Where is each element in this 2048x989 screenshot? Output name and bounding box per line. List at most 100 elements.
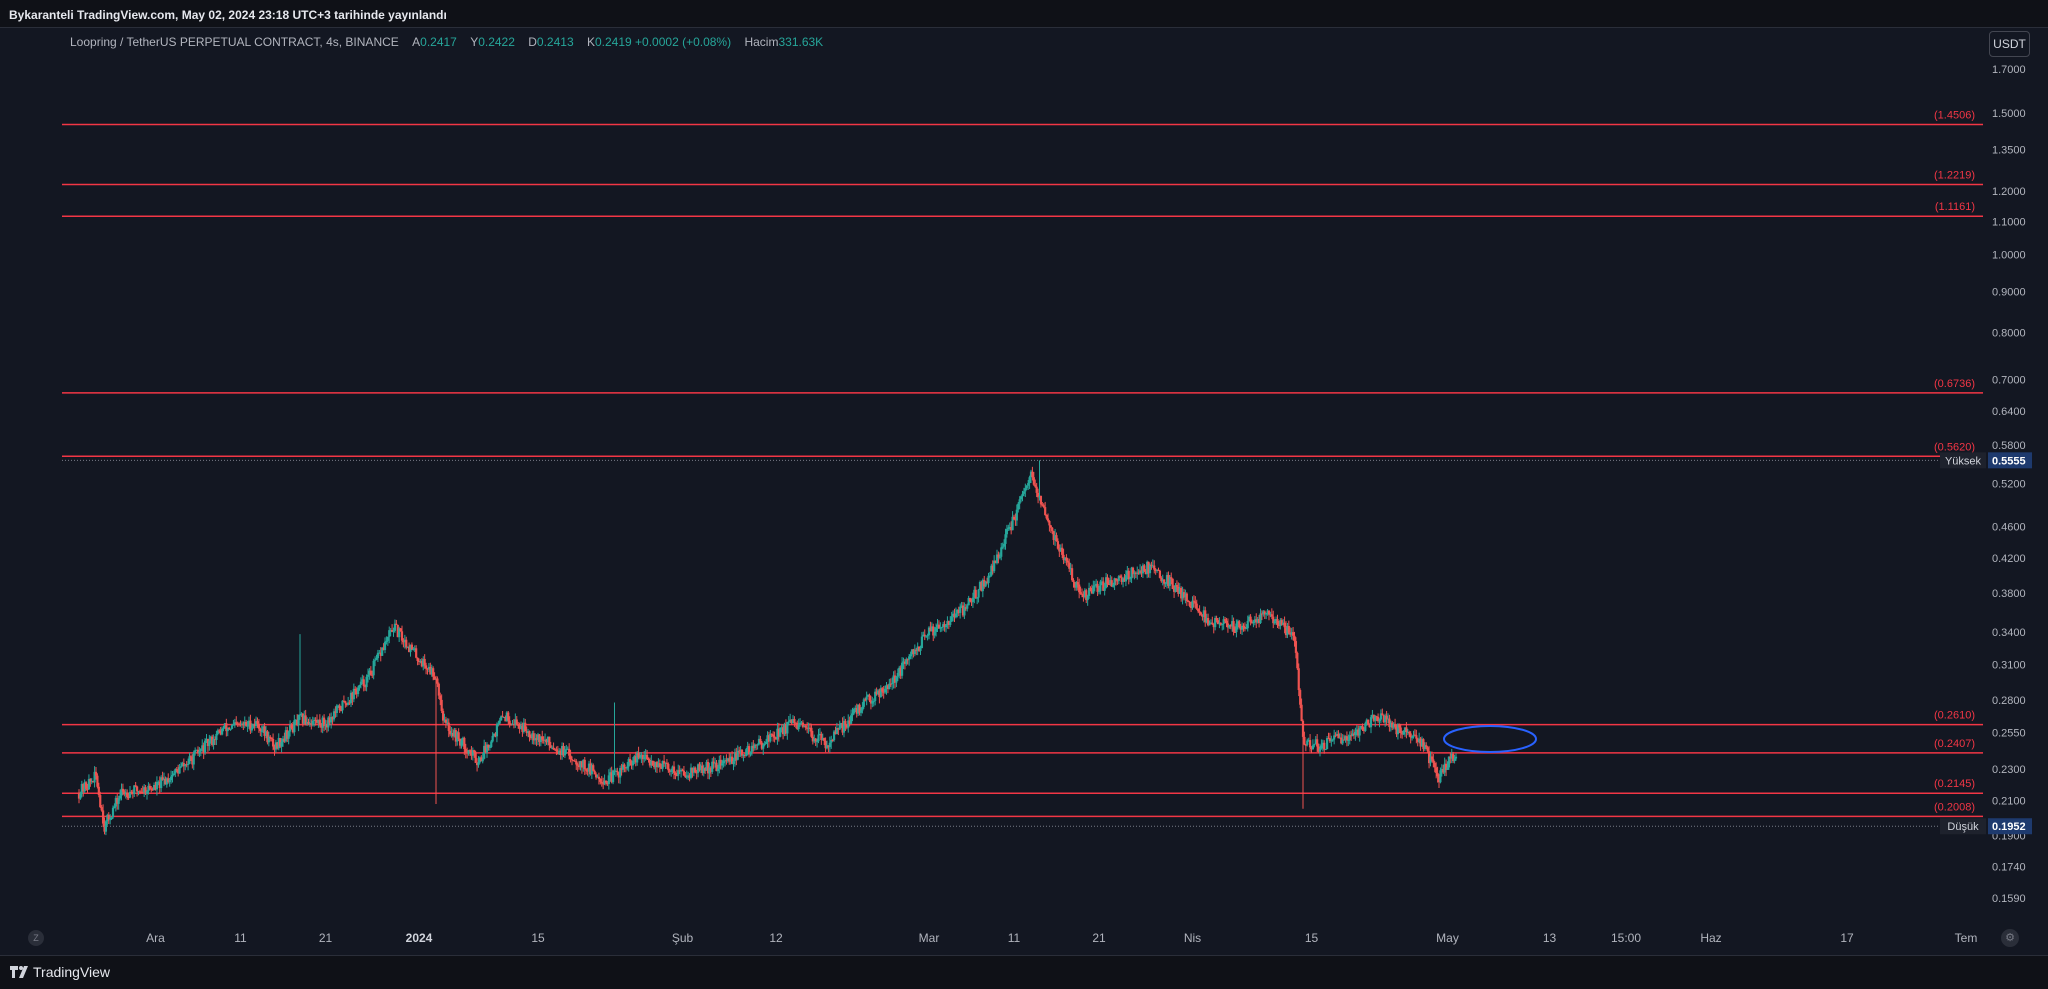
candle-body: [1293, 635, 1296, 642]
candle-body: [636, 752, 639, 763]
candle-body: [1374, 716, 1377, 721]
candle-body: [356, 687, 360, 695]
candle-body: [1355, 729, 1358, 732]
low-marker-label: Düşük: [1947, 821, 1979, 833]
candle-body: [348, 702, 351, 704]
candle-body: [900, 662, 904, 676]
candle-body: [672, 766, 676, 773]
candle-body: [1191, 600, 1194, 608]
candle-body: [1320, 745, 1323, 749]
candle-body: [1076, 582, 1079, 585]
candle-body: [237, 723, 241, 725]
candle-body: [903, 661, 907, 664]
candle-body: [767, 735, 771, 742]
candle-body: [1430, 756, 1434, 760]
candle-body: [1248, 616, 1251, 621]
candle-body: [781, 727, 785, 735]
candle-body: [1243, 626, 1247, 629]
level-label: (0.2008): [1934, 801, 1975, 813]
open-label: A: [412, 35, 421, 49]
candle-body: [954, 613, 958, 618]
candle-body: [359, 681, 363, 685]
candle-body: [1143, 565, 1146, 572]
candle-body: [865, 696, 868, 700]
candle-body: [518, 724, 521, 729]
candle-body: [800, 722, 803, 724]
high-marker-label: Yüksek: [1945, 455, 1982, 467]
candle-body: [446, 722, 449, 724]
ellipse-annotation[interactable]: [1443, 724, 1537, 753]
candle-body: [739, 749, 742, 752]
candle-body: [831, 739, 834, 741]
candle-body: [456, 732, 459, 742]
candle-body: [1198, 611, 1201, 613]
candle-body: [531, 733, 534, 739]
candle-body: [633, 756, 636, 761]
y-tick-label: 0.2550: [1992, 728, 2026, 740]
candle-body: [892, 675, 895, 684]
candle-body: [971, 597, 975, 602]
candle-body: [994, 560, 997, 564]
candle-body: [772, 734, 775, 737]
candle-body: [927, 627, 931, 636]
candle-body: [236, 723, 239, 725]
candle-body: [1197, 608, 1200, 612]
candle-body: [332, 711, 336, 720]
candle-body: [529, 737, 533, 739]
candle-body: [872, 700, 875, 702]
candle-body: [157, 781, 160, 783]
candle-body: [1109, 580, 1112, 585]
candle-body: [117, 798, 120, 804]
candle-body: [259, 728, 262, 731]
candle-body: [179, 766, 183, 768]
candle-body: [232, 724, 235, 726]
candle-body: [654, 762, 657, 768]
candle-body: [988, 575, 992, 577]
candle-body: [203, 740, 207, 753]
candle-body: [1066, 560, 1069, 563]
candle-body: [893, 675, 897, 683]
candle-body: [1367, 719, 1370, 725]
candle-body: [1433, 762, 1436, 768]
candle-body: [909, 654, 912, 657]
candle-body: [845, 725, 848, 728]
candle-body: [1136, 572, 1139, 574]
candle-body: [399, 628, 402, 632]
candle-body: [1024, 488, 1027, 492]
candle-body: [589, 763, 592, 775]
candle-body: [92, 780, 95, 783]
candle-body: [807, 727, 810, 729]
candle-body: [100, 807, 103, 811]
candle-body: [916, 646, 919, 651]
candle-body: [587, 763, 591, 772]
open-value: 0.2417: [420, 35, 457, 49]
candle-body: [140, 791, 143, 793]
candle-body: [141, 791, 144, 793]
candle-body: [970, 601, 973, 603]
currency-button[interactable]: USDT: [1989, 31, 2030, 57]
candle-body: [1090, 590, 1094, 594]
candle-body: [330, 716, 333, 723]
candle-body: [1306, 740, 1309, 745]
candle-body: [123, 791, 126, 795]
timezone-button[interactable]: Z: [28, 930, 44, 946]
candle-body: [1222, 619, 1225, 624]
candle-body: [126, 792, 129, 798]
gear-icon[interactable]: ⚙: [2001, 929, 2019, 947]
candle-body: [1263, 611, 1266, 615]
candle-body: [899, 667, 902, 676]
candle-body: [1391, 722, 1394, 728]
candle-body: [423, 658, 426, 666]
y-tick-label: 0.1740: [1992, 861, 2026, 873]
candle-body: [1335, 734, 1339, 736]
candle-body: [409, 644, 412, 653]
candle-body: [500, 716, 503, 721]
candle-body: [410, 644, 414, 650]
candle-body: [1259, 613, 1262, 624]
candle-body: [347, 702, 350, 706]
candle-body: [932, 626, 935, 636]
candle-body: [1274, 619, 1278, 622]
candle-body: [664, 762, 667, 764]
candle-body: [158, 781, 161, 789]
